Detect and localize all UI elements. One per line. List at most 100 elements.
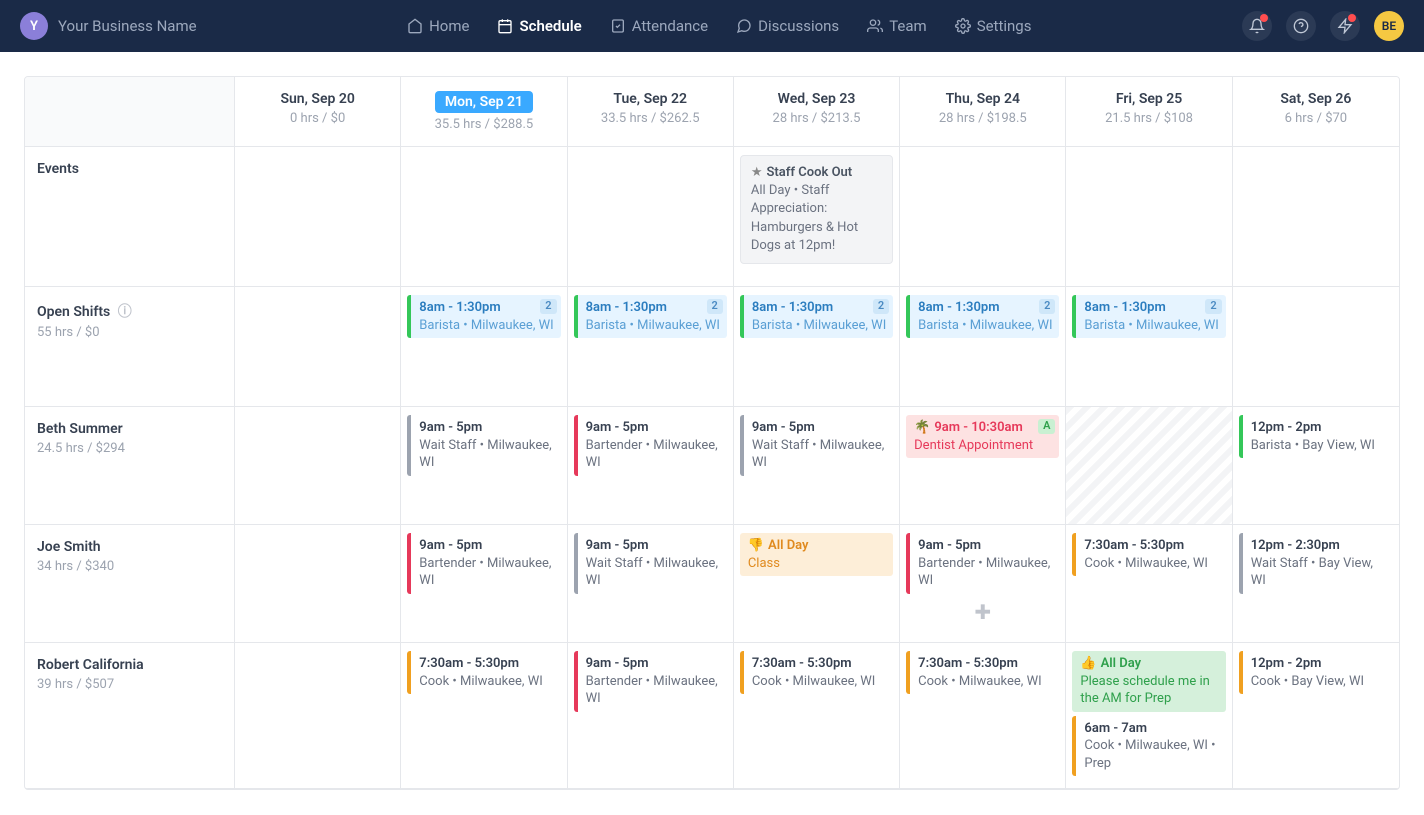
help-button[interactable] [1286,11,1316,41]
shift-meta: Barista • Bay View, WI [1251,437,1387,455]
cell-open-3[interactable]: 28am - 1:30pmBarista • Milwaukee, WI [734,287,900,407]
nav-settings[interactable]: Settings [955,17,1032,35]
day-header-0[interactable]: Sun, Sep 200 hrs / $0 [235,77,401,147]
cell-events-2[interactable] [568,147,734,287]
cell-joe-0[interactable] [235,525,401,643]
cell-robert-3[interactable]: 7:30am - 5:30pmCook • Milwaukee, WI [734,643,900,789]
cell-events-5[interactable] [1066,147,1232,287]
shift-card[interactable]: 9am - 5pmBartender • Milwaukee, WI [407,533,560,594]
row-label-beth: Beth Summer24.5 hrs / $294 [25,407,235,525]
cell-beth-2[interactable]: 9am - 5pmBartender • Milwaukee, WI [568,407,734,525]
notifications-button[interactable] [1242,11,1272,41]
shift-card[interactable]: 9am - 5pmBartender • Milwaukee, WI [574,651,727,712]
row-label-joe: Joe Smith34 hrs / $340 [25,525,235,643]
cell-open-2[interactable]: 28am - 1:30pmBarista • Milwaukee, WI [568,287,734,407]
cell-robert-5[interactable]: 👍All DayPlease schedule me in the AM for… [1066,643,1232,789]
shift-time: 7:30am - 5:30pm [419,655,554,673]
cell-events-6[interactable] [1233,147,1399,287]
cell-robert-1[interactable]: 7:30am - 5:30pmCook • Milwaukee, WI [401,643,567,789]
preference-card[interactable]: 👍All DayPlease schedule me in the AM for… [1072,651,1225,712]
nav-label: Attendance [632,17,708,35]
shift-card[interactable]: 12pm - 2pmBarista • Bay View, WI [1239,415,1393,458]
add-shift-button[interactable]: ✚ [906,600,1059,624]
day-header-6[interactable]: Sat, Sep 26 6 hrs / $70 [1233,77,1399,147]
cell-beth-4[interactable]: A🌴9am - 10:30amDentist Appointment [900,407,1066,525]
cell-robert-4[interactable]: 7:30am - 5:30pmCook • Milwaukee, WI [900,643,1066,789]
day-header-1[interactable]: Mon, Sep 2135.5 hrs / $288.5 [401,77,567,147]
appointment-card[interactable]: A🌴9am - 10:30amDentist Appointment [906,415,1059,458]
shift-card[interactable]: 6am - 7amCook • Milwaukee, WI • Prep [1072,716,1225,777]
nav-discussions[interactable]: Discussions [736,17,839,35]
open-shift[interactable]: 28am - 1:30pmBarista • Milwaukee, WI [574,295,727,338]
cell-beth-3[interactable]: 9am - 5pmWait Staff • Milwaukee, WI [734,407,900,525]
cell-beth-0[interactable] [235,407,401,525]
nav-home[interactable]: Home [407,17,469,35]
nav-schedule[interactable]: Schedule [497,17,581,35]
shift-card[interactable]: 9am - 5pmWait Staff • Milwaukee, WI [740,415,893,476]
cell-robert-0[interactable] [235,643,401,789]
shift-time: 👍All Day [1080,655,1219,673]
cell-open-4[interactable]: 28am - 1:30pmBarista • Milwaukee, WI [900,287,1066,407]
nav-team[interactable]: Team [867,17,927,35]
avatar-button[interactable]: BE [1374,11,1404,41]
shift-card[interactable]: 7:30am - 5:30pmCook • Milwaukee, WI [1072,533,1225,576]
shift-time: 8am - 1:30pm [752,299,887,317]
class-card[interactable]: 👎All DayClass [740,533,893,576]
thumbs-down-icon: 👎 [748,538,764,553]
cell-joe-2[interactable]: 9am - 5pmWait Staff • Milwaukee, WI [568,525,734,643]
shift-meta: Class [748,555,887,573]
cell-beth-6[interactable]: 12pm - 2pmBarista • Bay View, WI [1233,407,1399,525]
open-shift[interactable]: 28am - 1:30pmBarista • Milwaukee, WI [740,295,893,338]
day-header-5[interactable]: Fri, Sep 2521.5 hrs / $108 [1066,77,1232,147]
cell-robert-2[interactable]: 9am - 5pmBartender • Milwaukee, WI [568,643,734,789]
shift-card[interactable]: 12pm - 2pmCook • Bay View, WI [1239,651,1393,694]
day-label: Sat, Sep 26 [1239,91,1393,107]
shift-card[interactable]: 7:30am - 5:30pmCook • Milwaukee, WI [906,651,1059,694]
shift-meta: Please schedule me in the AM for Prep [1080,673,1219,708]
event-card[interactable]: ★Staff Cook OutAll Day • Staff Appreciat… [740,155,893,264]
shift-card[interactable]: 9am - 5pmBartender • Milwaukee, WI [574,415,727,476]
day-stats: 35.5 hrs / $288.5 [407,117,560,132]
cell-joe-6[interactable]: 12pm - 2:30pmWait Staff • Bay View, WI [1233,525,1399,643]
shift-meta: Barista • Milwaukee, WI [918,317,1053,335]
attendance-icon [610,18,626,34]
cell-joe-4[interactable]: 9am - 5pmBartender • Milwaukee, WI ✚ [900,525,1066,643]
cell-joe-5[interactable]: 7:30am - 5:30pmCook • Milwaukee, WI [1066,525,1232,643]
shift-meta: Bartender • Milwaukee, WI [586,673,721,708]
day-header-2[interactable]: Tue, Sep 2233.5 hrs / $262.5 [568,77,734,147]
shift-card[interactable]: 7:30am - 5:30pmCook • Milwaukee, WI [407,651,560,694]
cell-events-0[interactable] [235,147,401,287]
cell-robert-6[interactable]: 12pm - 2pmCook • Bay View, WI [1233,643,1399,789]
open-shift[interactable]: 28am - 1:30pmBarista • Milwaukee, WI [1072,295,1225,338]
cell-events-4[interactable] [900,147,1066,287]
cell-joe-1[interactable]: 9am - 5pmBartender • Milwaukee, WI [401,525,567,643]
row-label-open: Open Shifts ⓘ55 hrs / $0 [25,287,235,407]
shift-card[interactable]: 9am - 5pmBartender • Milwaukee, WI [906,533,1059,594]
shift-card[interactable]: 12pm - 2:30pmWait Staff • Bay View, WI [1239,533,1393,594]
cell-open-1[interactable]: 28am - 1:30pmBarista • Milwaukee, WI [401,287,567,407]
shift-card[interactable]: 7:30am - 5:30pmCook • Milwaukee, WI [740,651,893,694]
day-stats: 0 hrs / $0 [241,111,394,126]
brand[interactable]: Y Your Business Name [20,12,197,40]
shift-meta: Dentist Appointment [914,437,1053,455]
shift-card[interactable]: 9am - 5pmWait Staff • Milwaukee, WI [407,415,560,476]
open-shift[interactable]: 28am - 1:30pmBarista • Milwaukee, WI [906,295,1059,338]
cell-open-5[interactable]: 28am - 1:30pmBarista • Milwaukee, WI [1066,287,1232,407]
day-header-4[interactable]: Thu, Sep 2428 hrs / $198.5 [900,77,1066,147]
help-icon[interactable]: ⓘ [118,304,132,320]
nav-attendance[interactable]: Attendance [610,17,708,35]
shift-card[interactable]: 9am - 5pmWait Staff • Milwaukee, WI [574,533,727,594]
shift-meta: Wait Staff • Bay View, WI [1251,555,1387,590]
cell-events-1[interactable] [401,147,567,287]
cell-open-6[interactable] [1233,287,1399,407]
open-shift[interactable]: 28am - 1:30pmBarista • Milwaukee, WI [407,295,560,338]
shift-meta: Barista • Milwaukee, WI [586,317,721,335]
day-stats: 6 hrs / $70 [1239,111,1393,126]
day-header-3[interactable]: Wed, Sep 2328 hrs / $213.5 [734,77,900,147]
cell-events-3[interactable]: ★Staff Cook OutAll Day • Staff Appreciat… [734,147,900,287]
cell-beth-1[interactable]: 9am - 5pmWait Staff • Milwaukee, WI [401,407,567,525]
cell-open-0[interactable] [235,287,401,407]
cell-joe-3[interactable]: 👎All DayClass [734,525,900,643]
cell-beth-5[interactable] [1066,407,1232,525]
activity-button[interactable] [1330,11,1360,41]
